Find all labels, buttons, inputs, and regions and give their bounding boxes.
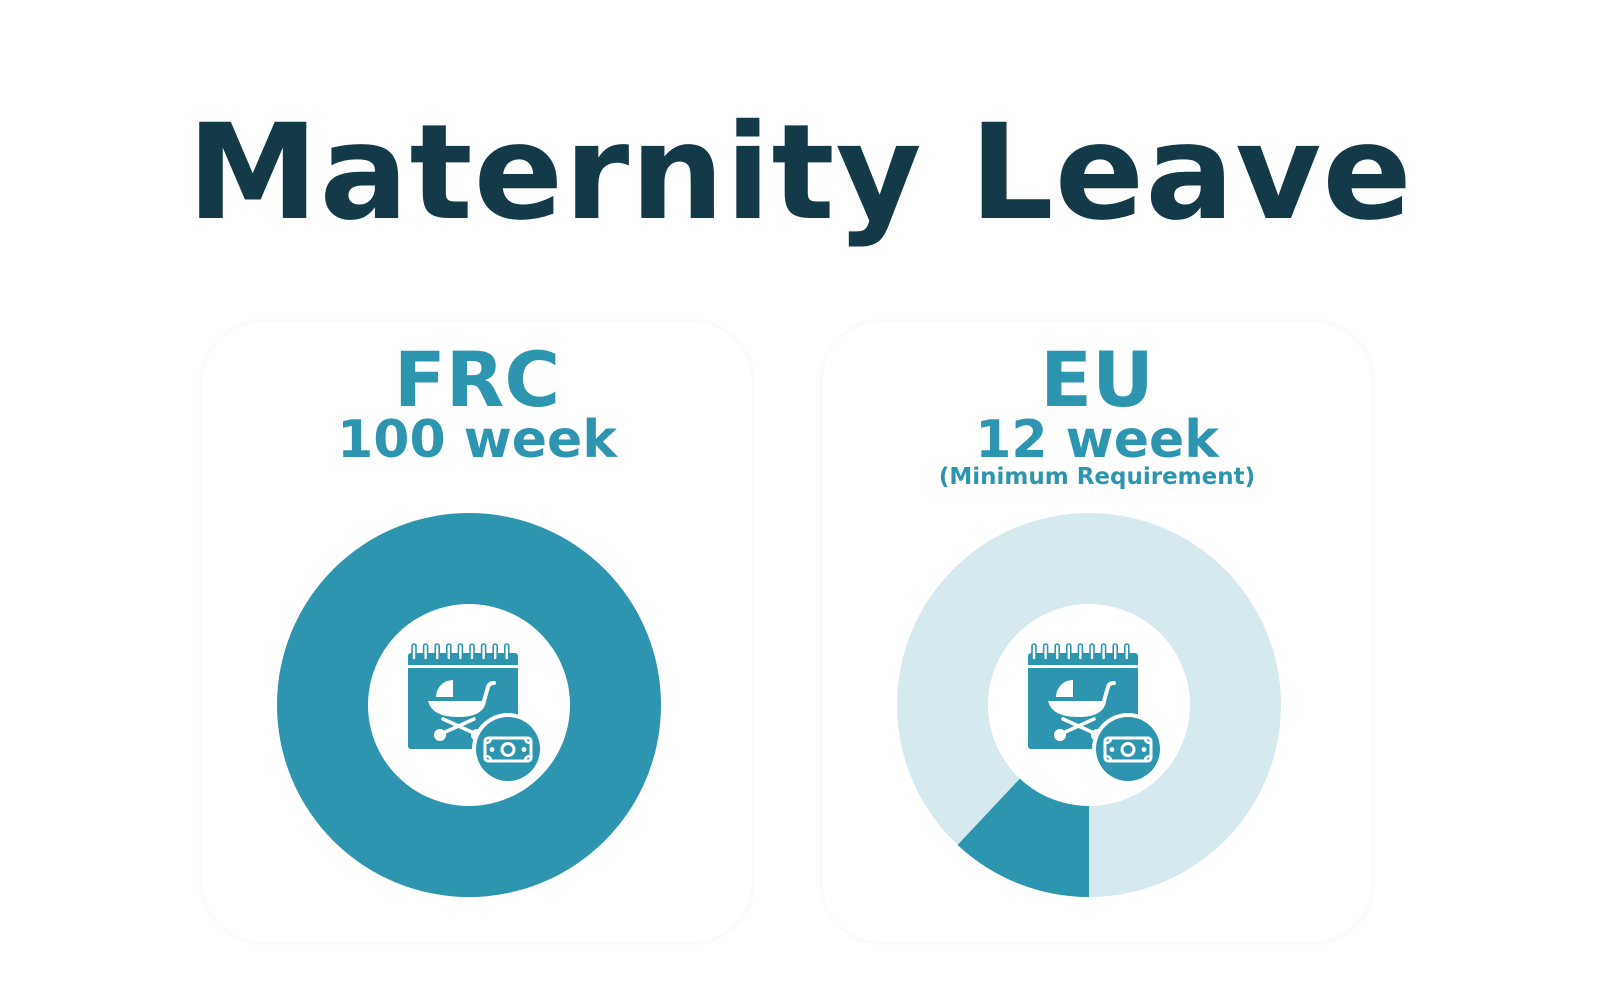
eu-note-label: (Minimum Requirement) bbox=[938, 464, 1256, 490]
page-title: Maternity Leave bbox=[187, 96, 1413, 250]
frc-region-label: FRC bbox=[393, 335, 561, 424]
eu-region-label: EU bbox=[1040, 335, 1154, 424]
calendar-pram-money-icon bbox=[1028, 643, 1164, 785]
eu-weeks-label: 12 week bbox=[975, 410, 1219, 470]
frc-card: FRC 100 week bbox=[202, 322, 752, 942]
frc-weeks-label: 100 week bbox=[337, 410, 617, 470]
eu-card: EU 12 week (Minimum Requirement) bbox=[822, 322, 1372, 942]
calendar-pram-money-icon bbox=[408, 643, 544, 785]
